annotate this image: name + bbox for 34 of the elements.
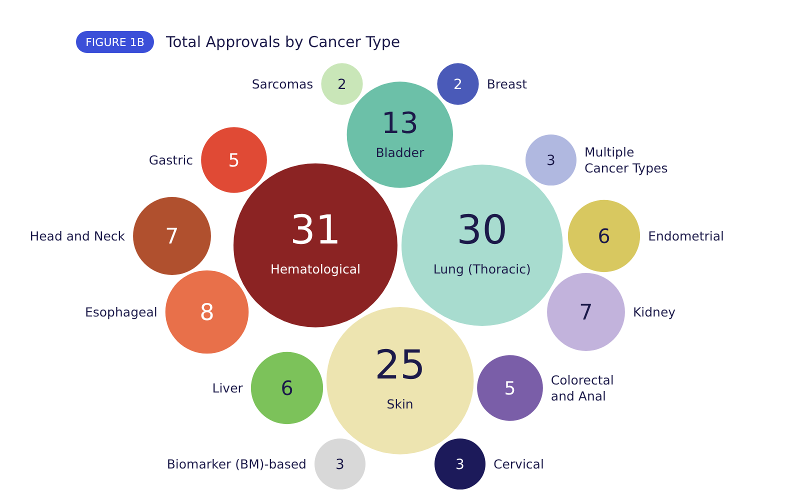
- data-label: 25: [374, 342, 426, 389]
- data-label: 7: [165, 224, 179, 250]
- category-label: Endometrial: [648, 228, 724, 244]
- category-label: Sarcomas: [252, 76, 314, 92]
- data-label: 2: [454, 77, 462, 94]
- category-label: Gastric: [148, 152, 194, 168]
- text: Total Approvals by Cancer Type: [165, 33, 400, 51]
- data-label: 6: [280, 377, 294, 400]
- category-label: Skin: [386, 396, 414, 412]
- category-label: Hematological: [270, 261, 360, 276]
- category-label: Lung (Thoracic): [433, 261, 531, 276]
- data-label: 2: [338, 77, 346, 94]
- data-label: 6: [598, 225, 610, 248]
- text: FIGURE 1B: [86, 36, 144, 49]
- data-label: 3: [336, 457, 344, 474]
- category-label: Breast: [486, 76, 528, 92]
- data-label: 31: [290, 207, 341, 254]
- data-label: 7: [579, 300, 593, 326]
- data-label: 30: [456, 207, 508, 254]
- data-label: 3: [546, 153, 556, 170]
- category-label: Cervical: [494, 456, 544, 472]
- category-label: Bladder: [376, 144, 425, 160]
- data-label: 5: [504, 378, 516, 400]
- data-label: 5: [228, 150, 240, 172]
- category-label: Multiple Cancer Types: [584, 144, 668, 176]
- category-label: Colorectal and Anal: [550, 372, 614, 404]
- data-label: 8: [200, 300, 214, 326]
- data-label: 3: [456, 457, 464, 474]
- category-label: Liver: [212, 380, 244, 396]
- category-label: Head and Neck: [30, 228, 126, 244]
- data-label: 13: [381, 106, 418, 140]
- category-label: Kidney: [632, 304, 676, 320]
- category-label: Biomarker (BM)-based: [166, 456, 306, 472]
- category-label: Esophageal: [85, 304, 158, 320]
